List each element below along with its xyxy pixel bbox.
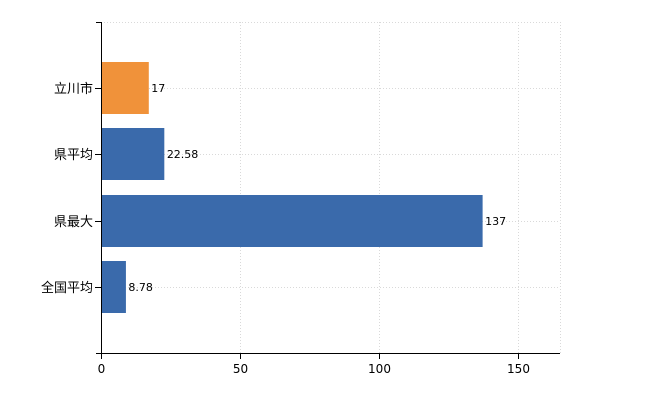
axes: [95, 22, 560, 359]
grid: [101, 22, 561, 353]
data-label: 137: [485, 215, 506, 228]
x-tick-label: 100: [368, 362, 391, 376]
bar[interactable]: [101, 62, 149, 114]
x-tick-label: 0: [98, 362, 106, 376]
bar[interactable]: [101, 195, 483, 247]
data-label: 8.78: [128, 281, 153, 294]
y-tick-label: 県平均: [54, 148, 93, 163]
x-tick-label: 50: [233, 362, 248, 376]
y-tick-label: 県最大: [54, 215, 93, 230]
bar[interactable]: [101, 261, 126, 313]
y-tick-label: 全国平均: [41, 280, 93, 296]
bars: [101, 62, 483, 313]
y-tick-label: 立川市: [54, 81, 93, 97]
data-label: 22.58: [167, 148, 199, 161]
bar[interactable]: [101, 128, 165, 180]
data-label: 17: [151, 82, 165, 95]
x-tick-label: 150: [507, 362, 530, 376]
